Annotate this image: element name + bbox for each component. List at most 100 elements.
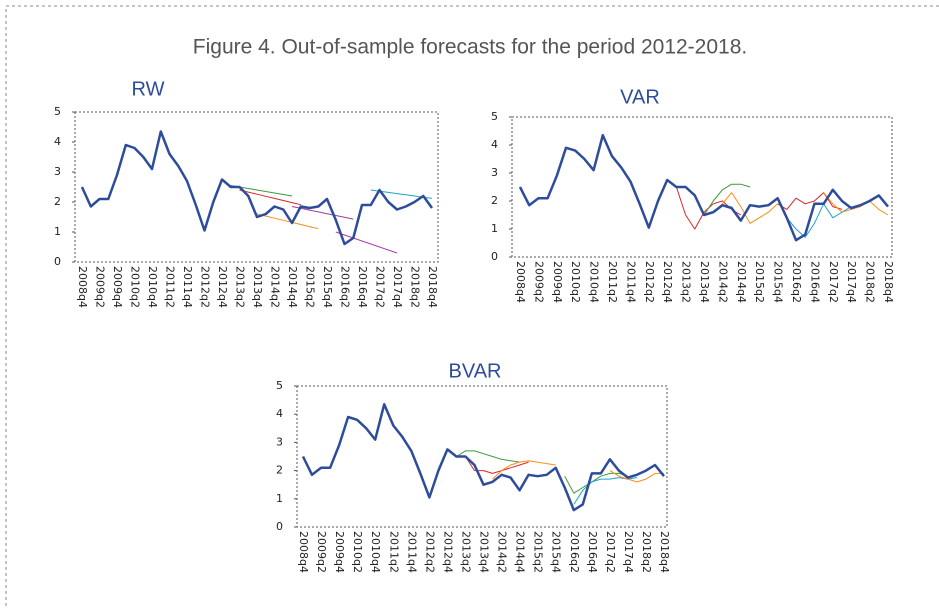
- x-tick-label: 2012q2: [643, 261, 656, 303]
- y-tick-label: 0: [491, 250, 498, 263]
- frame: [5, 5, 939, 613]
- plot-area: [74, 111, 439, 263]
- x-tick-label: 2011q4: [405, 531, 418, 573]
- x-tick-label: 2008q4: [297, 531, 310, 573]
- x-tick-label: 2010q2: [569, 261, 582, 303]
- x-tick-label: 2012q2: [423, 531, 436, 573]
- plot-area: [296, 385, 668, 528]
- x-tick-label: 2013q2: [234, 266, 247, 308]
- x-tick-label: 2015q2: [753, 261, 766, 303]
- x-tick-label: 2017q4: [622, 531, 635, 573]
- x-tick-label: 2015q2: [304, 266, 317, 308]
- x-tick-label: 2009q2: [532, 261, 545, 303]
- series-line: [786, 203, 852, 238]
- chart-title: RW: [132, 78, 165, 100]
- x-tick-label: 2009q4: [333, 531, 346, 573]
- x-tick-label: 2009q2: [94, 266, 107, 308]
- x-tick-label: 2017q2: [827, 261, 840, 303]
- x-tick-label: 2013q2: [459, 531, 472, 573]
- y-tick-label: 2: [491, 194, 498, 207]
- x-tick-label: 2013q4: [251, 266, 264, 308]
- x-tick-label: 2011q2: [164, 266, 177, 308]
- y-tick-label: 4: [491, 138, 498, 151]
- y-tick-label: 1: [491, 222, 498, 235]
- x-tick-label: 2016q4: [586, 531, 599, 573]
- x-tick-label: 2014q2: [269, 266, 282, 308]
- x-tick-label: 2016q4: [808, 261, 821, 303]
- x-tick-label: 2011q2: [606, 261, 619, 303]
- x-tick-label: 2011q4: [181, 266, 194, 308]
- x-tick-label: 2009q2: [315, 531, 328, 573]
- x-tick-label: 2010q2: [351, 531, 364, 573]
- x-tick-label: 2018q4: [658, 531, 671, 573]
- series-line: [777, 192, 843, 210]
- x-tick-label: 2016q2: [339, 266, 352, 308]
- x-tick-label: 2018q4: [426, 266, 439, 308]
- y-tick-label: 3: [491, 166, 498, 179]
- x-tick-label: 2017q4: [845, 261, 858, 303]
- y-tick-label: 4: [54, 135, 61, 148]
- x-tick-label: 2016q2: [568, 531, 581, 573]
- chart-title: BVAR: [449, 360, 502, 382]
- x-tick-label: 2014q4: [514, 531, 527, 573]
- y-tick-label: 3: [276, 435, 283, 448]
- y-tick-label: 0: [54, 255, 61, 268]
- x-tick-label: 2016q2: [790, 261, 803, 303]
- x-tick-label: 2014q2: [716, 261, 729, 303]
- x-tick-label: 2017q2: [604, 531, 617, 573]
- series-line: [239, 189, 301, 206]
- x-tick-label: 2012q4: [216, 266, 229, 308]
- x-tick-label: 2018q4: [882, 261, 895, 303]
- x-tick-label: 2012q4: [441, 531, 454, 573]
- x-tick-label: 2013q4: [698, 261, 711, 303]
- x-tick-label: 2010q2: [129, 266, 142, 308]
- plot-area: [511, 116, 893, 258]
- x-tick-label: 2017q4: [391, 266, 404, 308]
- x-tick-label: 2012q2: [199, 266, 212, 308]
- y-tick-label: 3: [54, 165, 61, 178]
- x-tick-label: 2013q2: [680, 261, 693, 303]
- series-line: [456, 450, 520, 463]
- series-line: [703, 183, 751, 216]
- y-tick-label: 4: [276, 407, 283, 420]
- x-tick-label: 2012q4: [661, 261, 674, 303]
- x-tick-label: 2009q4: [111, 266, 124, 308]
- x-tick-label: 2013q4: [478, 531, 491, 573]
- x-tick-label: 2015q4: [550, 531, 563, 573]
- x-tick-label: 2016q4: [356, 266, 369, 308]
- series-line: [301, 403, 665, 512]
- y-tick-label: 5: [491, 110, 498, 123]
- x-tick-label: 2010q4: [369, 531, 382, 573]
- y-tick-label: 0: [276, 520, 283, 533]
- chart-title: VAR: [620, 86, 660, 108]
- series-line: [564, 472, 629, 494]
- x-tick-label: 2011q2: [387, 531, 400, 573]
- x-tick-label: 2010q4: [146, 266, 159, 308]
- series-line: [291, 206, 354, 220]
- series-line: [823, 192, 889, 216]
- x-tick-label: 2018q2: [409, 266, 422, 308]
- series-line: [712, 192, 778, 224]
- y-tick-label: 2: [276, 464, 283, 477]
- x-tick-label: 2014q4: [286, 266, 299, 308]
- series-line: [609, 470, 664, 483]
- x-tick-label: 2011q4: [624, 261, 637, 303]
- series-line: [518, 133, 889, 242]
- y-tick-label: 1: [276, 492, 283, 505]
- series-line: [335, 231, 398, 254]
- x-tick-label: 2010q4: [588, 261, 601, 303]
- x-tick-label: 2014q4: [735, 261, 748, 303]
- y-tick-label: 2: [54, 195, 61, 208]
- x-tick-label: 2015q4: [321, 266, 334, 308]
- x-tick-label: 2015q4: [772, 261, 785, 303]
- x-tick-label: 2015q2: [532, 531, 545, 573]
- x-tick-label: 2009q4: [551, 261, 564, 303]
- y-tick-label: 5: [276, 379, 283, 392]
- series-line: [256, 213, 319, 230]
- x-tick-label: 2008q4: [76, 266, 89, 308]
- figure-title: Figure 4. Out-of-sample forecasts for th…: [193, 36, 747, 59]
- series-line: [80, 130, 434, 246]
- x-tick-label: 2014q2: [496, 531, 509, 573]
- x-tick-label: 2008q4: [514, 261, 527, 303]
